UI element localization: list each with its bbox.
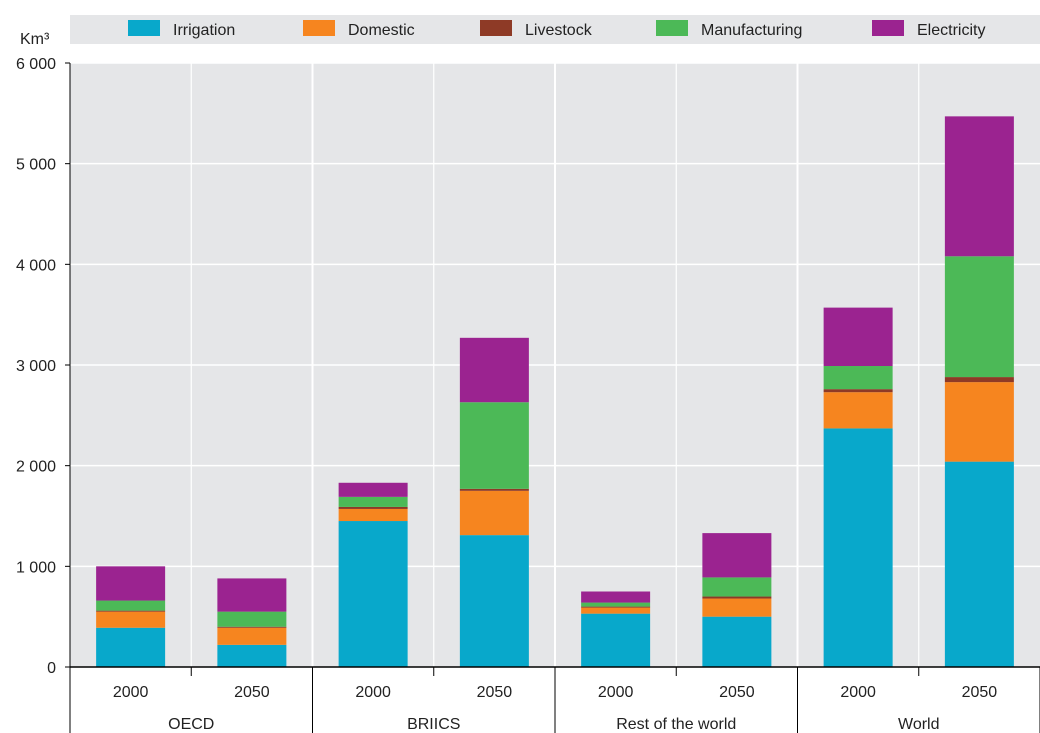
bar-domestic xyxy=(702,598,772,617)
x-tick-label: 2050 xyxy=(962,684,998,701)
bar-irrigation xyxy=(944,461,1014,667)
y-tick-label: 6 000 xyxy=(16,56,56,73)
y-tick-label: 3 000 xyxy=(16,358,56,375)
legend-swatch-electricity xyxy=(872,20,904,36)
bar-irrigation xyxy=(702,616,772,667)
bar-livestock xyxy=(96,610,166,612)
bar-irrigation xyxy=(96,627,166,667)
x-tick-label: 2050 xyxy=(477,684,513,701)
y-tick-label: 5 000 xyxy=(16,157,56,174)
y-axis: 0 1 000 2 000 3 000 4 000 5 000 6 000 xyxy=(16,56,71,677)
bar-irrigation xyxy=(459,535,529,667)
legend-swatch-domestic xyxy=(303,20,335,36)
x-tick-label: 2050 xyxy=(719,684,755,701)
bar-manufacturing xyxy=(96,600,166,611)
legend-swatch-livestock xyxy=(480,20,512,36)
bar-irrigation xyxy=(581,613,651,667)
bar-livestock xyxy=(823,389,893,393)
y-tick-label: 4 000 xyxy=(16,257,56,274)
bar-irrigation xyxy=(217,644,287,667)
bar-electricity xyxy=(338,482,408,497)
legend-swatch-irrigation xyxy=(128,20,160,36)
bar-electricity xyxy=(96,566,166,601)
bar-manufacturing xyxy=(944,256,1014,378)
group-label: Rest of the world xyxy=(616,716,736,733)
bar-electricity xyxy=(217,578,287,612)
y-tick-label: 1 000 xyxy=(16,559,56,576)
y-axis-label: Km³ xyxy=(20,31,50,48)
bar-livestock xyxy=(459,488,529,491)
bar-domestic xyxy=(96,611,166,628)
bar-electricity xyxy=(823,307,893,367)
bar-irrigation xyxy=(823,428,893,667)
bar-manufacturing xyxy=(459,402,529,489)
x-tick-label: 2000 xyxy=(355,684,391,701)
bar-manufacturing xyxy=(217,611,287,627)
bar-electricity xyxy=(702,533,772,578)
y-tick-label: 0 xyxy=(47,660,56,677)
bar-manufacturing xyxy=(823,366,893,390)
bar-livestock xyxy=(581,606,651,608)
x-tick-label: 2000 xyxy=(113,684,149,701)
bar-manufacturing xyxy=(702,577,772,597)
bar-manufacturing xyxy=(338,496,408,507)
y-tick-label: 2 000 xyxy=(16,459,56,476)
gridlines xyxy=(70,62,1040,667)
bar-domestic xyxy=(581,607,651,614)
x-tick-label: 2000 xyxy=(840,684,876,701)
group-label: World xyxy=(898,716,940,733)
bar-electricity xyxy=(944,116,1014,257)
bar-livestock xyxy=(217,626,287,628)
legend-label-domestic: Domestic xyxy=(348,22,415,39)
bar-domestic xyxy=(459,490,529,536)
bar-livestock xyxy=(338,506,408,509)
bar-electricity xyxy=(459,337,529,403)
bar-irrigation xyxy=(338,521,408,667)
x-axis: 2000 2050 2000 2050 2000 2050 2000 2050 OECD BRII… xyxy=(69,666,1040,733)
legend-label-electricity: Electricity xyxy=(917,22,985,39)
bar-domestic xyxy=(944,382,1014,462)
bar-electricity xyxy=(581,591,651,603)
bar-livestock xyxy=(944,377,1014,383)
group-label: OECD xyxy=(168,716,214,733)
bar-livestock xyxy=(702,596,772,599)
x-tick-label: 2000 xyxy=(598,684,634,701)
legend: Irrigation Domestic Livestock Manufacturing… xyxy=(128,20,985,39)
x-tick-label: 2050 xyxy=(234,684,270,701)
bar-domestic xyxy=(338,508,408,522)
bar-manufacturing xyxy=(581,602,651,607)
legend-swatch-manufacturing xyxy=(656,20,688,36)
bars xyxy=(96,116,1014,667)
legend-label-manufacturing: Manufacturing xyxy=(701,22,802,39)
group-label: BRIICS xyxy=(407,716,460,733)
legend-label-irrigation: Irrigation xyxy=(173,22,235,39)
bar-domestic xyxy=(823,392,893,429)
bar-domestic xyxy=(217,627,287,645)
legend-label-livestock: Livestock xyxy=(525,22,593,39)
